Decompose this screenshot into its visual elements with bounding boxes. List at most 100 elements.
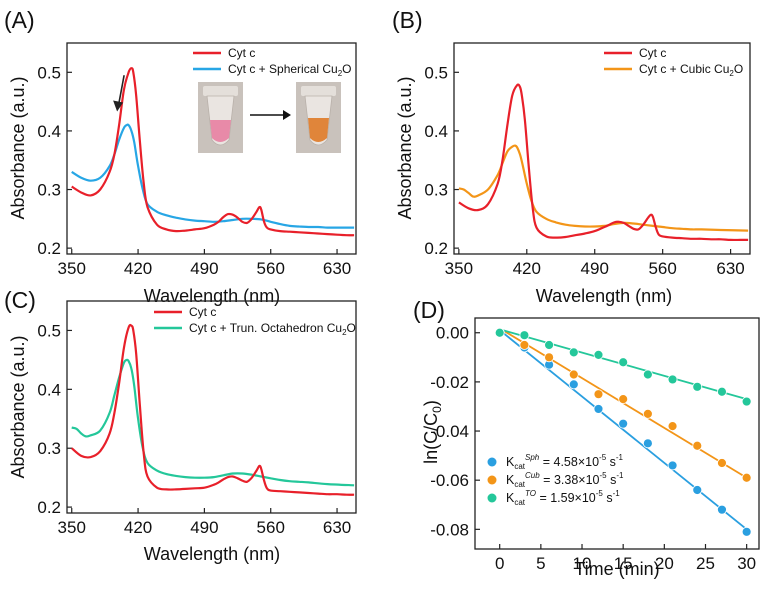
y-tick-label: 0.5 xyxy=(424,63,448,82)
legend-label: KcatTO = 1.59×10-5 s-1 xyxy=(506,489,620,507)
y-tick-label: 0.4 xyxy=(424,122,448,141)
legend-label: KcatCub = 3.38×10-5 s-1 xyxy=(506,471,624,489)
legend-k: K xyxy=(506,491,515,505)
data-point xyxy=(667,460,678,471)
legend-exp: -5 xyxy=(599,471,607,480)
data-point xyxy=(593,349,604,360)
legend-marker xyxy=(487,457,497,467)
legend-unit-exp: -1 xyxy=(613,489,621,498)
y-tick-label: 0.4 xyxy=(37,122,61,141)
legend-sup: TO xyxy=(525,489,536,498)
data-point xyxy=(717,386,727,397)
legend-text: Cyt c xyxy=(189,305,216,319)
y-label-tail: ) xyxy=(421,400,441,406)
legend-sup: Cub xyxy=(525,471,540,480)
legend-value: = 1.59×10 xyxy=(536,491,596,505)
data-point xyxy=(741,526,752,537)
y-label-sub: 0 xyxy=(430,406,444,413)
legend-sub: 2 xyxy=(729,69,734,78)
y-tick-label: 0.4 xyxy=(37,380,61,399)
data-point xyxy=(642,438,653,449)
y-tick-label: -0.06 xyxy=(430,471,469,490)
panel-d: 0 5 10 15 20 25 30 0.00 -0.02 -0.04 -0.06 -0.08 (D) T… xyxy=(413,297,760,579)
legend-sub: 2 xyxy=(342,328,347,337)
y-label-main: ln(C/C xyxy=(421,413,441,464)
legend-label: Cyt c + Cubic Cu2O xyxy=(639,62,743,78)
data-point xyxy=(593,389,604,400)
vial-cap xyxy=(203,86,238,96)
data-point xyxy=(741,472,752,483)
data-point xyxy=(692,381,703,392)
data-point xyxy=(593,404,604,414)
y-tick-label: 0.3 xyxy=(424,181,448,200)
data-point xyxy=(618,418,629,429)
panel-label: (A) xyxy=(4,7,35,33)
x-tick-label: 350 xyxy=(445,259,473,278)
x-tick-label: 420 xyxy=(513,259,541,278)
data-point xyxy=(519,340,530,350)
legend-exp: -5 xyxy=(596,489,604,498)
x-tick-label: 490 xyxy=(581,259,609,278)
x-tick-label: 10 xyxy=(573,554,592,573)
x-tick-label: 630 xyxy=(716,259,744,278)
x-axis-label: Wavelength (nm) xyxy=(536,286,672,306)
legend-unit: s xyxy=(607,473,617,487)
x-tick-label: 420 xyxy=(124,518,152,537)
x-tick-label: 630 xyxy=(323,518,351,537)
y-tick-label: 0.2 xyxy=(37,239,61,258)
legend-tail: O xyxy=(347,321,356,335)
vial-liquid-pink xyxy=(210,120,231,142)
legend-text: Cyt c + Spherical Cu xyxy=(228,62,338,76)
plot-frame xyxy=(453,42,751,255)
x-tick-label: 420 xyxy=(124,259,152,278)
data-point xyxy=(717,504,727,515)
legend-unit: s xyxy=(603,491,613,505)
data-point xyxy=(741,396,752,407)
legend-marker xyxy=(487,493,497,503)
y-axis-label: Absorbance (a.u.) xyxy=(395,76,415,219)
x-tick-label: 350 xyxy=(58,518,86,537)
y-tick-label: 0.5 xyxy=(37,63,61,82)
series-line xyxy=(71,123,355,229)
data-point xyxy=(519,330,530,341)
y-tick-label: 0.5 xyxy=(37,321,61,340)
x-tick-label: 490 xyxy=(190,259,218,278)
series-line xyxy=(71,358,355,487)
data-point xyxy=(544,352,554,363)
data-point xyxy=(692,440,703,451)
legend-value: = 4.58×10 xyxy=(539,455,599,469)
y-tick-label: 0.2 xyxy=(37,498,61,517)
x-tick-label: 490 xyxy=(190,518,218,537)
legend-text: Cyt c xyxy=(228,46,255,60)
plot-frame xyxy=(66,300,357,514)
data-point xyxy=(642,408,653,419)
peak-arrow-head xyxy=(113,100,124,112)
data-point xyxy=(717,458,727,468)
legend-label: Cyt c xyxy=(639,46,666,60)
y-axis-label: Absorbance (a.u.) xyxy=(8,76,28,219)
plot-frame xyxy=(66,42,357,255)
x-tick-label: 5 xyxy=(536,554,545,573)
legend-sub: cat xyxy=(514,462,525,471)
legend-sub: cat xyxy=(514,498,525,507)
y-tick-label: 0.3 xyxy=(37,181,61,200)
x-tick-label: 30 xyxy=(737,554,756,573)
x-tick-label: 350 xyxy=(58,259,86,278)
data-point xyxy=(618,357,629,368)
x-tick-label: 560 xyxy=(257,259,285,278)
inset-arrow-head xyxy=(283,110,291,120)
x-axis-label: Time (min) xyxy=(574,559,659,579)
x-axis-label: Wavelength (nm) xyxy=(144,286,280,306)
data-point xyxy=(692,485,703,495)
panel-label: (B) xyxy=(392,7,423,33)
inset-photo xyxy=(198,82,341,153)
fit-line xyxy=(502,329,748,479)
x-tick-label: 20 xyxy=(655,554,674,573)
legend-value: = 3.38×10 xyxy=(540,473,600,487)
legend-tail: O xyxy=(734,62,743,76)
legend-text: Cyt c + Cubic Cu xyxy=(639,62,729,76)
data-point xyxy=(568,379,579,390)
plot-frame xyxy=(474,317,760,550)
y-tick-label: -0.04 xyxy=(430,422,469,441)
data-point xyxy=(667,421,678,432)
